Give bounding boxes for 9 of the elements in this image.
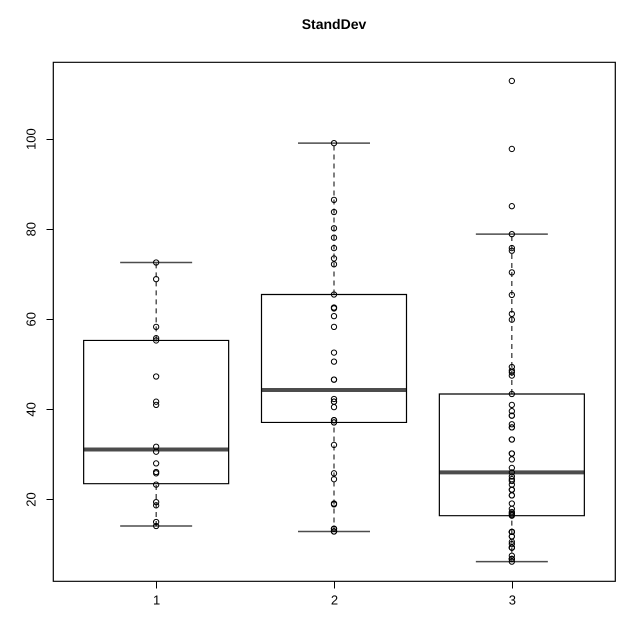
y-tick-label: 20 <box>24 492 38 507</box>
x-tick-label: 2 <box>330 592 338 608</box>
y-tick-label: 40 <box>24 402 38 417</box>
y-tick-label: 60 <box>24 312 38 327</box>
y-tick-label: 100 <box>24 128 38 150</box>
x-tick-label: 3 <box>508 592 516 608</box>
x-tick-label: 1 <box>153 592 160 608</box>
chart-title: StandDev <box>302 16 366 32</box>
y-tick-label: 80 <box>24 222 38 236</box>
